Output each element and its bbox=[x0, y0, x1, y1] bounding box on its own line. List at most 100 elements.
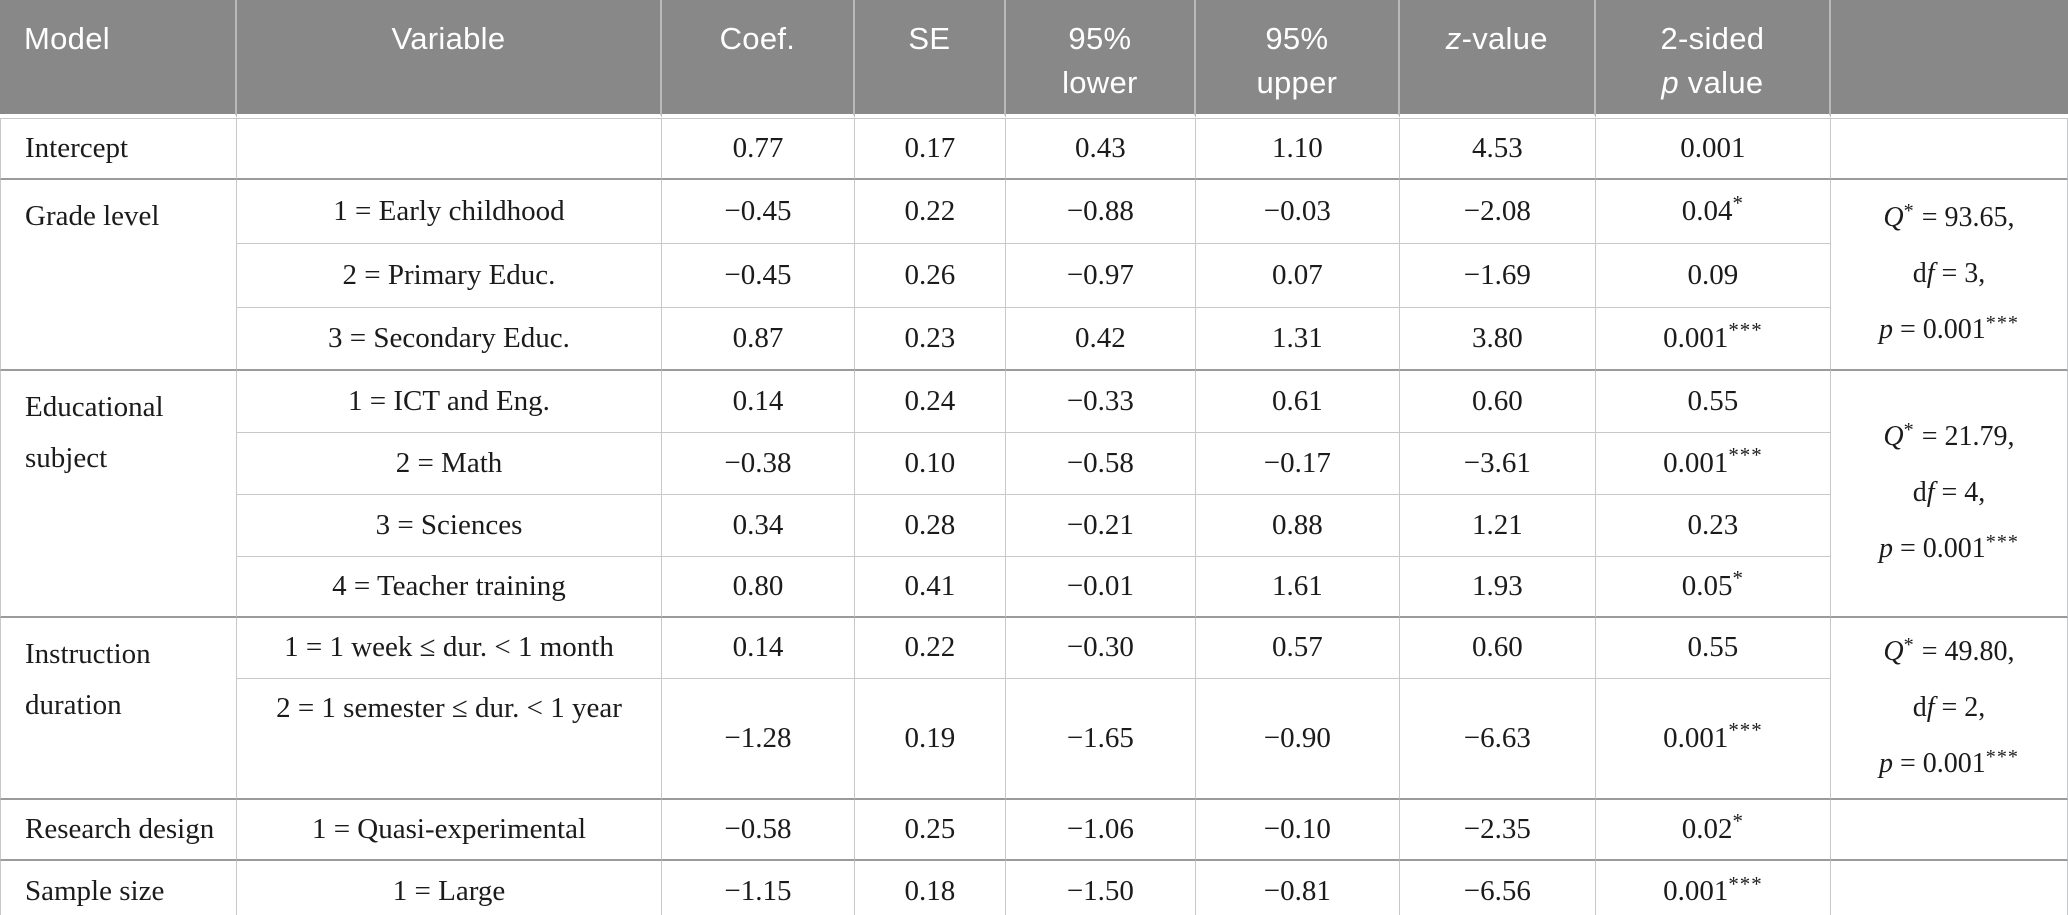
cell-sample-coef: −1.15 bbox=[662, 860, 855, 915]
table-row: 3 = Secondary Educ. 0.87 0.23 0.42 1.31 … bbox=[0, 307, 2068, 371]
q-value: = 93.65, bbox=[1921, 202, 2015, 234]
table-row: 2 = 1 semester ≤ dur. < 1 year −1.28 0.1… bbox=[0, 679, 2068, 800]
cell-intercept-lower: 0.43 bbox=[1005, 118, 1196, 180]
p-value: 0.55 bbox=[1687, 631, 1739, 664]
significance-stars: *** bbox=[1985, 745, 2019, 768]
df-line: df = 4, bbox=[1835, 465, 2063, 521]
table-row: Research design 1 = Quasi-experimental −… bbox=[0, 799, 2068, 861]
cell-grade-0-coef: −0.45 bbox=[661, 179, 855, 244]
p-value: 0.001 bbox=[1663, 321, 1729, 354]
ci-upper-line1: 95% bbox=[1265, 21, 1329, 56]
col-header-variable-label: Variable bbox=[391, 21, 506, 56]
cell-intercept-se: 0.17 bbox=[854, 118, 1006, 180]
cell-subject-0-lower: −0.33 bbox=[1005, 370, 1196, 433]
cell-subject-2-coef: 0.34 bbox=[661, 494, 855, 557]
cell-duration-1-coef: −1.28 bbox=[661, 679, 855, 800]
cell-subject-3-coef: 0.80 bbox=[661, 556, 855, 618]
cell-subject-1-z: −3.61 bbox=[1399, 432, 1596, 495]
cell-grade-0-p: 0.04* bbox=[1595, 179, 1831, 244]
cell-design-q bbox=[1830, 799, 2068, 861]
p-symbol: p bbox=[1878, 747, 1893, 779]
cell-sample-variable: 1 = Large bbox=[237, 860, 662, 915]
cell-grade-1-lower: −0.97 bbox=[1005, 243, 1196, 308]
cell-design-z: −2.35 bbox=[1399, 799, 1596, 861]
significance-stars: * bbox=[1732, 191, 1744, 216]
cell-subject-0-variable: 1 = ICT and Eng. bbox=[236, 370, 662, 433]
table-row: Educational subject 1 = ICT and Eng. 0.1… bbox=[0, 370, 2068, 618]
col-header-variable: Variable bbox=[236, 0, 662, 118]
p-symbol: p bbox=[1878, 314, 1893, 346]
df-f: f bbox=[1926, 258, 1935, 290]
col-header-model: Model bbox=[0, 0, 237, 118]
df-d: d bbox=[1912, 691, 1927, 723]
q-statistic-line: Q* = 21.79, bbox=[1835, 409, 2063, 465]
cell-design-model: Research design bbox=[0, 799, 237, 861]
cell-grade-1-z: −1.69 bbox=[1399, 243, 1596, 308]
cell-grade-2-coef: 0.87 bbox=[661, 307, 855, 371]
cell-duration-1-z: −6.63 bbox=[1399, 679, 1596, 800]
df-value: = 3, bbox=[1941, 258, 1986, 290]
df-f: f bbox=[1926, 691, 1935, 723]
significance-stars: *** bbox=[1728, 318, 1763, 343]
cell-intercept-variable bbox=[236, 118, 662, 180]
df-value: = 4, bbox=[1941, 477, 1986, 509]
col-header-ci-upper: 95% upper bbox=[1195, 0, 1400, 118]
cell-duration-1-variable: 2 = 1 semester ≤ dur. < 1 year bbox=[236, 679, 662, 800]
significance-stars: *** bbox=[1728, 443, 1763, 468]
cell-duration-1-lower: −1.65 bbox=[1005, 679, 1196, 800]
significance-stars: *** bbox=[1728, 871, 1763, 896]
cell-intercept-q bbox=[1830, 118, 2068, 180]
df-f: f bbox=[1926, 477, 1935, 509]
cell-subject-0-coef: 0.14 bbox=[661, 370, 855, 433]
cell-subject-2-lower: −0.21 bbox=[1005, 494, 1196, 557]
cell-grade-0-z: −2.08 bbox=[1399, 179, 1596, 244]
cell-duration-0-p: 0.55 bbox=[1595, 617, 1831, 680]
cell-grade-model: Grade level bbox=[0, 179, 237, 371]
cell-duration-0-variable: 1 = 1 week ≤ dur. < 1 month bbox=[236, 617, 662, 680]
cell-sample-lower: −1.50 bbox=[1006, 860, 1196, 915]
table-row: Intercept 0.77 0.17 0.43 1.10 4.53 0.001 bbox=[0, 118, 2068, 180]
p-line: p = 0.001*** bbox=[1835, 521, 2063, 577]
cell-grade-1-p: 0.09 bbox=[1595, 243, 1831, 308]
cell-intercept-coef: 0.77 bbox=[661, 118, 855, 180]
cell-design-se: 0.25 bbox=[854, 799, 1006, 861]
q-statistic-line: Q* = 93.65, bbox=[1835, 190, 2063, 246]
df-value: = 2, bbox=[1941, 691, 1986, 723]
col-header-q-statistic bbox=[1830, 0, 2068, 118]
q-value: = 49.80, bbox=[1921, 635, 2015, 667]
ci-upper-line2: upper bbox=[1256, 65, 1338, 101]
cell-subject-3-se: 0.41 bbox=[854, 556, 1006, 618]
q-superscript: * bbox=[1903, 419, 1915, 442]
cell-duration-1-p: 0.001*** bbox=[1595, 679, 1831, 800]
cell-grade-2-p: 0.001*** bbox=[1595, 307, 1831, 371]
p-value: 0.02 bbox=[1681, 812, 1733, 845]
col-header-ci-lower: 95% lower bbox=[1005, 0, 1196, 118]
p-value: 0.001 bbox=[1680, 131, 1746, 164]
cell-design-lower: −1.06 bbox=[1005, 799, 1196, 861]
cell-subject-0-z: 0.60 bbox=[1399, 370, 1596, 433]
df-d: d bbox=[1912, 258, 1927, 290]
cell-intercept-model: Intercept bbox=[0, 118, 237, 180]
q-statistic-line: Q* = 49.80, bbox=[1835, 624, 2063, 680]
table-row: 2 = Math −0.38 0.10 −0.58 −0.17 −3.61 0.… bbox=[0, 432, 2068, 495]
q-symbol: Q bbox=[1883, 202, 1904, 234]
cell-subject-1-variable: 2 = Math bbox=[236, 432, 662, 495]
col-header-se-label: SE bbox=[908, 21, 951, 56]
p-value-rest: value bbox=[1678, 65, 1764, 101]
p-value-line2: p value bbox=[1602, 61, 1823, 105]
col-header-p-value: 2-sided p value bbox=[1595, 0, 1831, 118]
cell-grade-1-se: 0.26 bbox=[854, 243, 1006, 308]
cell-subject-1-lower: −0.58 bbox=[1005, 432, 1196, 495]
q-superscript: * bbox=[1903, 200, 1915, 223]
p-value: 0.09 bbox=[1687, 258, 1739, 291]
col-header-se: SE bbox=[854, 0, 1006, 118]
p-line: p = 0.001*** bbox=[1835, 302, 2063, 358]
cell-subject-1-se: 0.10 bbox=[854, 432, 1006, 495]
table-row: Instruction duration 1 = 1 week ≤ dur. <… bbox=[0, 617, 2068, 800]
cell-duration-0-coef: 0.14 bbox=[661, 617, 855, 680]
significance-stars: *** bbox=[1728, 718, 1763, 743]
col-header-coef-label: Coef. bbox=[719, 21, 796, 56]
significance-stars: * bbox=[1732, 566, 1744, 591]
p-value: 0.05 bbox=[1681, 569, 1733, 602]
